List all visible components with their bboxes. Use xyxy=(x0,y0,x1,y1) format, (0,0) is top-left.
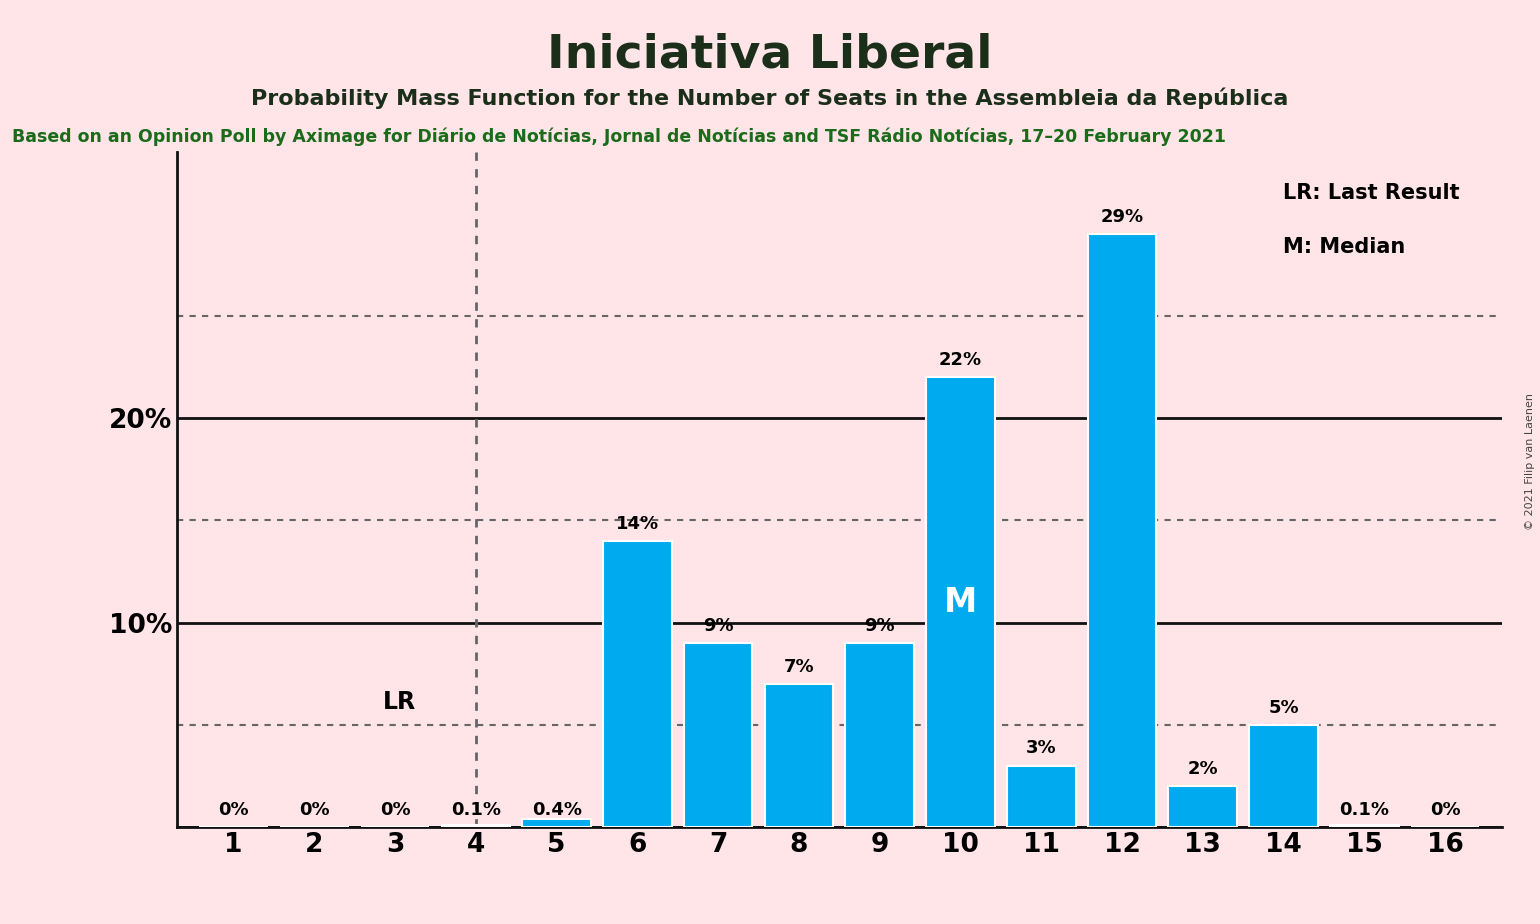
Bar xyxy=(1087,234,1157,827)
Bar xyxy=(926,377,995,827)
Bar xyxy=(684,643,753,827)
Text: Iniciativa Liberal: Iniciativa Liberal xyxy=(547,32,993,78)
Bar xyxy=(845,643,915,827)
Text: 9%: 9% xyxy=(864,617,895,635)
Text: 5%: 5% xyxy=(1267,699,1298,717)
Bar xyxy=(522,819,591,827)
Bar xyxy=(1249,724,1318,827)
Text: Probability Mass Function for the Number of Seats in the Assembleia da República: Probability Mass Function for the Number… xyxy=(251,88,1289,109)
Text: 14%: 14% xyxy=(616,515,659,532)
Text: 29%: 29% xyxy=(1101,208,1144,226)
Text: M: M xyxy=(944,586,976,619)
Bar xyxy=(764,684,833,827)
Text: 0.1%: 0.1% xyxy=(1340,801,1389,819)
Text: LR: LR xyxy=(382,690,416,714)
Bar xyxy=(604,541,671,827)
Text: 2%: 2% xyxy=(1187,760,1218,778)
Bar xyxy=(442,825,510,827)
Bar xyxy=(1169,786,1237,827)
Text: 22%: 22% xyxy=(939,351,983,369)
Text: © 2021 Filip van Laenen: © 2021 Filip van Laenen xyxy=(1526,394,1535,530)
Text: 0%: 0% xyxy=(1429,801,1460,819)
Text: LR: Last Result: LR: Last Result xyxy=(1283,183,1460,202)
Bar xyxy=(1007,766,1075,827)
Text: 9%: 9% xyxy=(702,617,733,635)
Text: 0%: 0% xyxy=(219,801,249,819)
Bar xyxy=(1331,825,1398,827)
Text: 0.1%: 0.1% xyxy=(451,801,500,819)
Text: 3%: 3% xyxy=(1026,739,1056,758)
Text: Based on an Opinion Poll by Aximage for Diário de Notícias, Jornal de Notícias a: Based on an Opinion Poll by Aximage for … xyxy=(12,128,1226,146)
Text: 0%: 0% xyxy=(380,801,411,819)
Text: 7%: 7% xyxy=(784,658,815,675)
Text: 0.4%: 0.4% xyxy=(531,801,582,819)
Text: M: Median: M: Median xyxy=(1283,237,1404,257)
Text: 0%: 0% xyxy=(299,801,330,819)
